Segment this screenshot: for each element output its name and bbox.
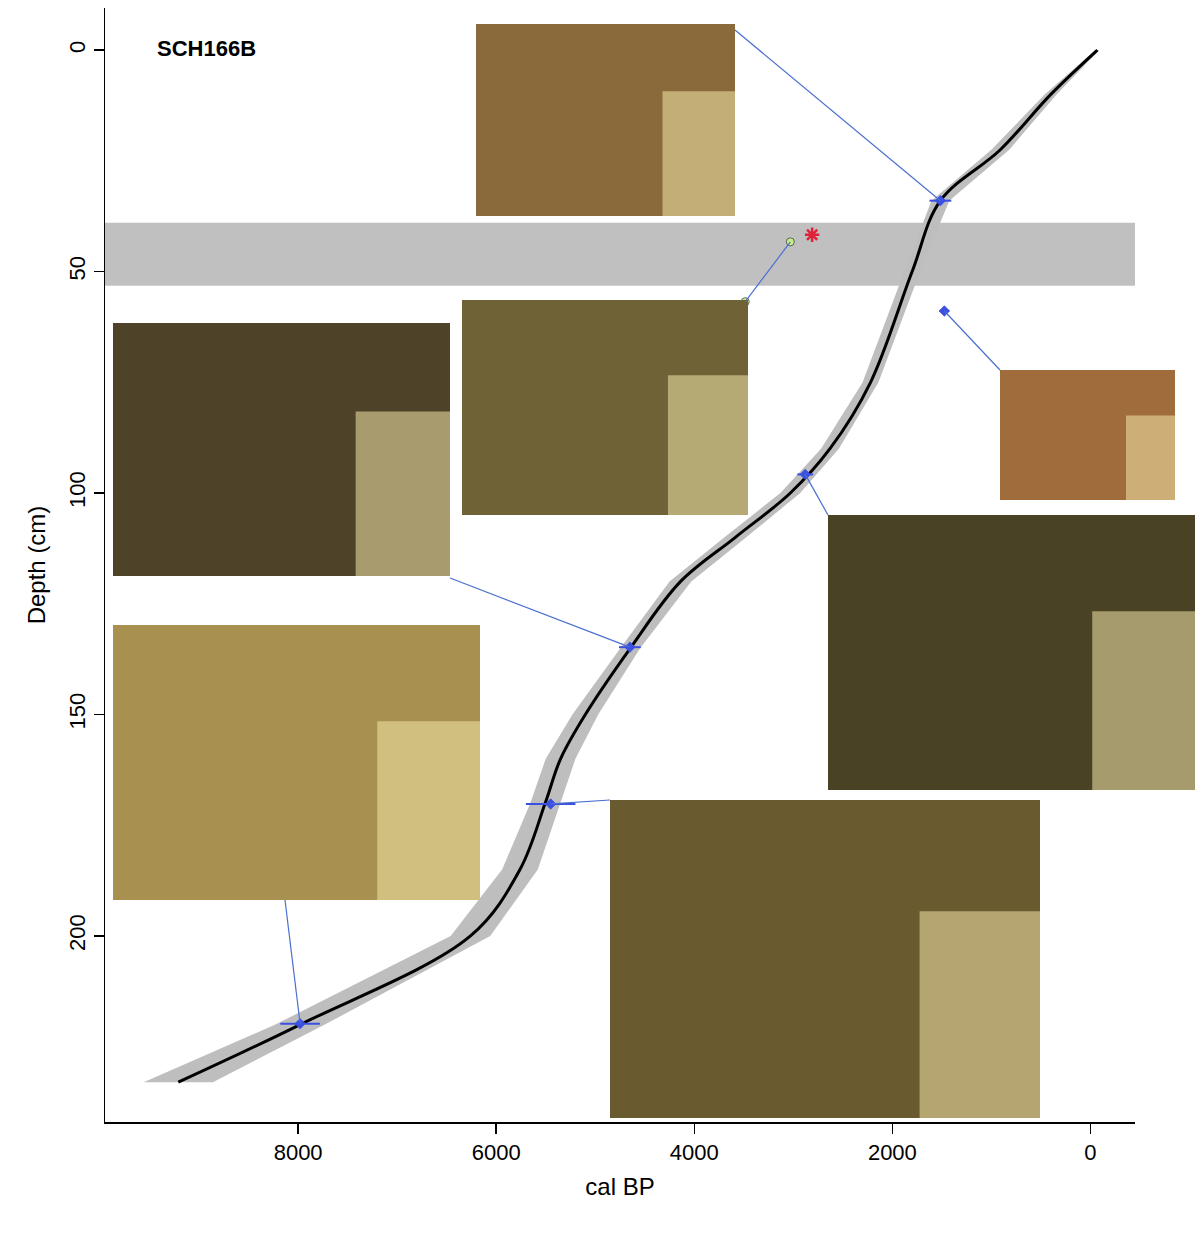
svg-text:Depth (cm): Depth (cm) <box>23 506 50 625</box>
svg-text:4000: 4000 <box>670 1140 719 1165</box>
svg-text:100: 100 <box>65 471 90 508</box>
svg-text:cal BP: cal BP <box>585 1173 654 1200</box>
svg-text:6000: 6000 <box>472 1140 521 1165</box>
svg-text:150: 150 <box>65 693 90 730</box>
svg-text:0: 0 <box>65 41 90 53</box>
svg-text:0: 0 <box>1084 1140 1096 1165</box>
svg-text:200: 200 <box>65 914 90 951</box>
svg-text:8000: 8000 <box>274 1140 323 1165</box>
svg-text:SCH166B: SCH166B <box>157 36 256 61</box>
svg-text:2000: 2000 <box>868 1140 917 1165</box>
svg-text:50: 50 <box>65 256 90 280</box>
